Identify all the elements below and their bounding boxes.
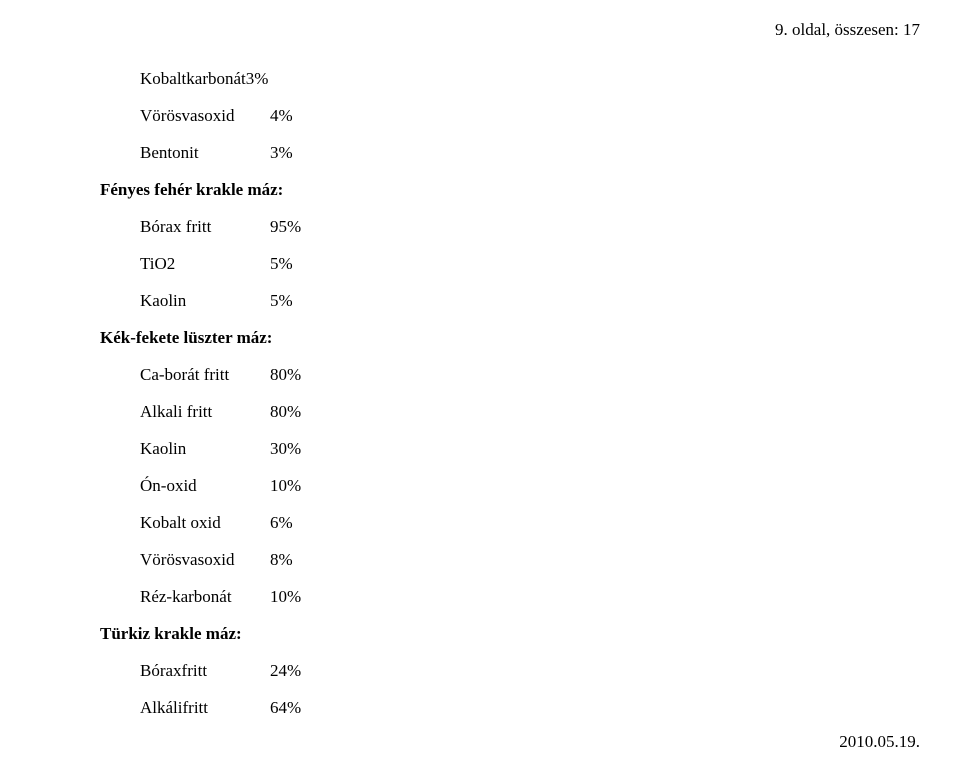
ingredient-label: Alkali fritt: [140, 403, 270, 420]
ingredient-label: Bórax fritt: [140, 218, 270, 235]
table-row: Bóraxfritt 24%: [140, 662, 310, 679]
ingredient-value: 95%: [270, 218, 310, 235]
ingredient-value: 3%: [270, 144, 310, 161]
ingredient-label: Bóraxfritt: [140, 662, 270, 679]
ingredient-label: Kobalt oxid: [140, 514, 270, 531]
ingredient-value: 24%: [270, 662, 310, 679]
ingredient-value: 5%: [270, 255, 310, 272]
section-title: Türkiz krakle máz:: [100, 625, 310, 642]
ingredient-value: 5%: [270, 292, 310, 309]
ingredient-value: 10%: [270, 588, 310, 605]
ingredient-label: Kaolin: [140, 292, 270, 309]
ingredient-value: 64%: [270, 699, 310, 716]
ingredient-label: TiO2: [140, 255, 270, 272]
table-row: Alkálifritt 64%: [140, 699, 310, 716]
ingredient-label: Vörösvasoxid: [140, 107, 270, 124]
ingredient-value: 30%: [270, 440, 310, 457]
top-line: Kobaltkarbonát3%: [140, 70, 310, 87]
table-row: Ón-oxid 10%: [140, 477, 310, 494]
table-row: Alkali fritt 80%: [140, 403, 310, 420]
table-row: Vörösvasoxid 8%: [140, 551, 310, 568]
section-title: Fényes fehér krakle máz:: [100, 181, 310, 198]
table-row: Bentonit 3%: [140, 144, 310, 161]
ingredient-value: 80%: [270, 403, 310, 420]
document-content: Kobaltkarbonát3% Vörösvasoxid 4% Bentoni…: [140, 70, 310, 716]
ingredient-label: Bentonit: [140, 144, 270, 161]
ingredient-value: 8%: [270, 551, 310, 568]
table-row: Kaolin 30%: [140, 440, 310, 457]
ingredient-label: Réz-karbonát: [140, 588, 270, 605]
table-row: Réz-karbonát 10%: [140, 588, 310, 605]
table-row: Ca-borát fritt 80%: [140, 366, 310, 383]
page: 9. oldal, összesen: 17 Kobaltkarbonát3% …: [0, 0, 960, 772]
page-header: 9. oldal, összesen: 17: [775, 20, 920, 40]
ingredient-value: 80%: [270, 366, 310, 383]
table-row: Kobalt oxid 6%: [140, 514, 310, 531]
table-row: Vörösvasoxid 4%: [140, 107, 310, 124]
footer-date: 2010.05.19.: [839, 732, 920, 752]
ingredient-label: Ca-borát fritt: [140, 366, 270, 383]
table-row: TiO2 5%: [140, 255, 310, 272]
ingredient-label: Vörösvasoxid: [140, 551, 270, 568]
section-title: Kék-fekete lüszter máz:: [100, 329, 310, 346]
ingredient-label: Ón-oxid: [140, 477, 270, 494]
ingredient-label: Alkálifritt: [140, 699, 270, 716]
table-row: Kaolin 5%: [140, 292, 310, 309]
ingredient-value: 6%: [270, 514, 310, 531]
ingredient-value: 10%: [270, 477, 310, 494]
table-row: Bórax fritt 95%: [140, 218, 310, 235]
ingredient-value: 4%: [270, 107, 310, 124]
ingredient-label: Kaolin: [140, 440, 270, 457]
